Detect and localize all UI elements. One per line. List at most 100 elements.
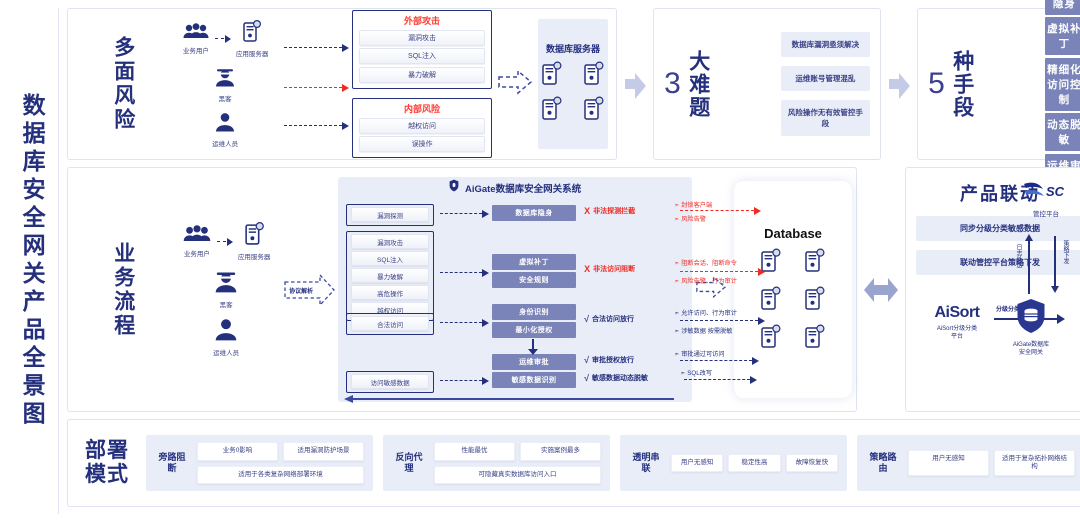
hollow-arrow-to-database <box>692 275 730 304</box>
deploy-mode-tags: 业务0影响 适用漏洞防护场景 适用于各类复杂网络部署环境 <box>197 442 364 484</box>
verdict-legal-pass: √ 合法访问放行 <box>584 314 634 324</box>
server-icon <box>805 324 825 353</box>
means-panel: 5 种手段 数据库隐身 虚拟补丁 精细化访问控制 动态脱敏 运维审批 <box>917 0 1080 192</box>
deploy-tag: 用户无感知 <box>671 453 724 473</box>
database-group-label: Database <box>764 226 822 241</box>
deploy-heading-text: 部署模式 <box>85 438 129 486</box>
risk-group-external: 外部攻击 漏洞攻击 SQL注入 暴力破解 <box>352 9 493 89</box>
problem-item: 运维账号管理混乱 <box>780 66 871 91</box>
verdict-mark: X <box>584 205 591 216</box>
risk-actor-list: 业务用户 <box>170 15 280 153</box>
capability-db-stealth: 数据库隐身 <box>492 204 577 221</box>
capability-sensitive-discovery: 敏感数据识别 <box>492 371 577 388</box>
server-icon <box>805 248 825 277</box>
flow-actor-label: 运维人员 <box>213 350 240 357</box>
operator-icon <box>214 112 236 137</box>
linkage-diagram: SC 管控平台 日志外送 策略下发 AiSort <box>916 182 1080 402</box>
dashed-arrow-out-block <box>680 267 766 276</box>
flow-panel: 业务流程 业务用户 <box>67 167 857 412</box>
outcome-block-line2: ➣ 风险告警、行为审计 <box>674 277 737 285</box>
downlink-line <box>1054 236 1056 288</box>
risk-actor-business-user: 业务用户 <box>182 23 210 55</box>
risk-actor-hacker: 黑客 <box>214 67 236 103</box>
linkage-panel: 产品联动 同步分级分类敏感数据 联动管控平台策略下发 SC 管控平台 <box>905 167 1080 412</box>
verdict-text: 非法探测拦截 <box>593 207 636 215</box>
risk-actor-label: 黑客 <box>218 96 232 103</box>
deploy-tag: 适用漏洞防护场景 <box>283 442 364 461</box>
aigate-block: AiGate数据库 安全网关 <box>994 298 1068 358</box>
database-server-group-label: 数据库服务器 <box>546 44 601 55</box>
flow-actor-label: 业务用户 <box>183 251 210 258</box>
flow-actor-app-server: 应用服务器 <box>238 221 270 261</box>
input-item: 访问敏感数据 <box>351 374 430 390</box>
shield-icon <box>449 179 459 197</box>
operator-icon <box>213 318 239 346</box>
hollow-arrow-icon <box>498 68 533 100</box>
problem-panel-heading-text: 大难题 <box>686 49 710 119</box>
server-icon <box>761 248 781 277</box>
arrow-right-icon <box>214 35 231 43</box>
outcome-approval-line1: ➣ 审批通过可访问 <box>674 350 725 358</box>
risk-item: 暴力破解 <box>359 66 486 83</box>
page-title: 数据库安全网关产品全景图 <box>6 8 59 514</box>
outcome-legal-line1: ➣ 允许访问、行为审计 <box>674 309 737 317</box>
risk-group-title: 外部攻击 <box>404 15 441 26</box>
means-item: 动态脱敏 <box>1044 113 1080 151</box>
risk-item: SQL注入 <box>359 48 486 65</box>
outcome-text: 涉敏数据 按需脱敏 <box>681 327 733 335</box>
risk-group-internal: 内部风险 越权访问 误操作 <box>352 97 493 159</box>
input-group-legal: 合法访问 <box>346 312 435 335</box>
deploy-tag: 适用于各类复杂网络部署环境 <box>197 465 364 484</box>
dashed-arrow-sensitive <box>440 376 490 385</box>
input-item: 合法访问 <box>351 316 430 332</box>
arrow-right-icon <box>1057 314 1065 324</box>
dashed-arrow-out-approval <box>680 356 760 365</box>
protocol-parse-label: 协议解析 <box>289 288 314 295</box>
risk-actor-label: 运维人员 <box>212 141 239 148</box>
means-list: 数据库隐身 虚拟补丁 精细化访问控制 动态脱敏 运维审批 <box>1044 0 1080 192</box>
platform-block: SC 管控平台 <box>1022 180 1070 218</box>
outcome-text: 阻断会话、阻断命令 <box>681 259 737 267</box>
problem-item: 风险操作无有效管控手段 <box>780 100 871 136</box>
means-item: 数据库隐身 <box>1044 0 1080 15</box>
dashed-arrow-attack <box>440 268 490 277</box>
risk-panel-heading-text: 多面风险 <box>111 36 135 132</box>
flow-actor-list: 业务用户 <box>170 172 282 407</box>
server-icon <box>584 61 604 90</box>
arrow-up-icon <box>1025 234 1033 241</box>
flow-panel-heading: 业务流程 <box>76 242 170 338</box>
flow-actor-label: 黑客 <box>219 302 233 309</box>
risk-actor-operator: 运维人员 <box>212 112 238 148</box>
means-item: 精细化访问控制 <box>1044 57 1080 111</box>
gateway-system: AiGate数据库安全网关系统 漏洞探测 漏洞攻击 SQL注入 暴力破解 高危操… <box>338 176 766 404</box>
double-arrow-icon <box>864 277 898 303</box>
deploy-mode-name: 反向代理 <box>395 451 423 473</box>
input-item: 高危操作 <box>351 285 430 301</box>
input-group-probe: 漏洞探测 <box>346 203 435 226</box>
server-icon <box>243 19 262 47</box>
deploy-mode-name: 透明串联 <box>632 451 660 473</box>
top-row: 多面风险 业务用户 <box>67 0 1080 192</box>
deploy-mode-tags: 性能最优 实施案例最多 可隐藏真实数据库访问入口 <box>434 442 601 484</box>
outcome-text: 风险告警、行为审计 <box>681 277 737 285</box>
outcome-text: 允许访问、行为审计 <box>681 309 737 317</box>
arrow-right-icon <box>216 237 233 246</box>
server-icon <box>584 96 604 125</box>
dashed-arrow-probe <box>440 209 490 218</box>
deploy-mode-bypass: 旁路阻断 业务0影响 适用漏洞防护场景 适用于各类复杂网络部署环境 <box>146 435 373 491</box>
risk-item: 漏洞攻击 <box>359 29 486 46</box>
users-icon <box>182 225 212 247</box>
arrow-down-icon <box>528 348 539 355</box>
connector-line <box>532 338 535 351</box>
database-server-grid <box>542 61 604 125</box>
outcome-mask-line1: ➣ SQL改写 <box>680 369 713 377</box>
deploy-mode-transparent: 透明串联 用户无感知 稳定性高 故障恢复快 <box>620 435 847 491</box>
deploy-mode-name: 策略路由 <box>869 451 897 473</box>
risk-panel-heading: 多面风险 <box>76 36 170 132</box>
downlink-label: 策略下发 <box>1062 240 1068 264</box>
outcome-probe-line2: ➣ 风险告警 <box>674 215 706 223</box>
database-group: Database <box>734 181 852 398</box>
outcome-block-line1: ➣ 阻断会话、阻断命令 <box>674 259 737 267</box>
risk-actor-label: 应用服务器 <box>235 51 269 58</box>
